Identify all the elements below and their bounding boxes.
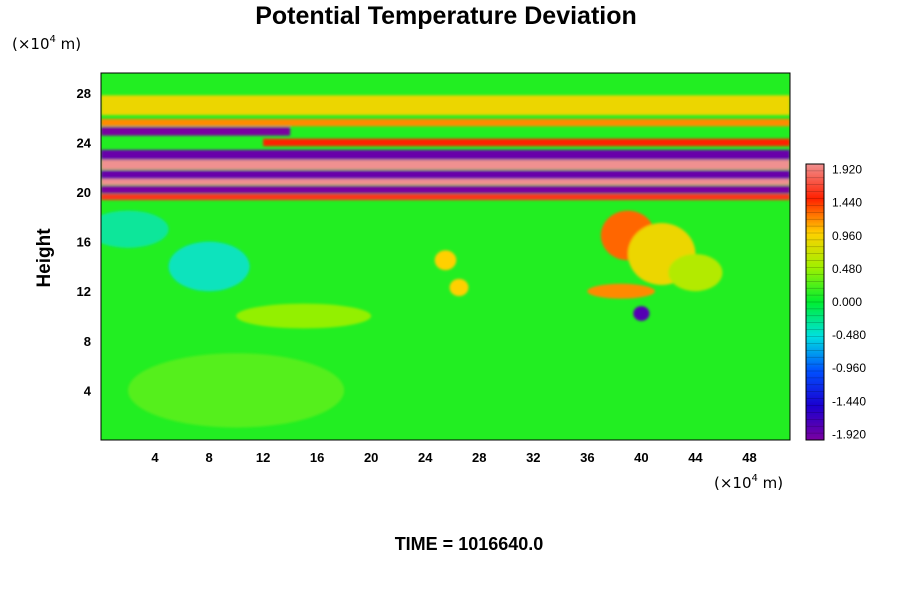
x-tick-label: 16	[310, 450, 324, 465]
x-tick-label: 32	[526, 450, 540, 465]
colorbar-tick-label: 0.480	[832, 262, 862, 276]
x-axis-ticks: 4 8 12 16 20 24 28 32 36 40 44 48	[151, 450, 756, 465]
colorbar: 1.920 1.440 0.960 0.480 0.000 -0.480 -0.960 -1.…	[805, 163, 866, 441]
colorbar-gradient	[805, 163, 825, 441]
plot-area	[101, 73, 790, 440]
colorbar-tick-label: 0.960	[832, 229, 862, 243]
time-label: TIME = 1016640.0	[395, 534, 544, 554]
colorbar-tick-label: 0.000	[832, 295, 862, 309]
x-tick-label: 20	[364, 450, 378, 465]
field-band-3	[101, 159, 790, 170]
y-axis-ticks: 4 8 12 16 20 24 28	[77, 86, 92, 399]
colorbar-tick-label: -1.920	[832, 427, 866, 441]
plot-frame	[100, 72, 791, 441]
x-tick-label: 8	[205, 450, 212, 465]
x-tick-label: 44	[688, 450, 703, 465]
field-feature-10	[101, 210, 169, 248]
x-tick-label: 28	[472, 450, 486, 465]
field-feature-3	[587, 283, 655, 299]
colorbar-ticks: 1.920 1.440 0.960 0.480 0.000 -0.480 -0.960 -1.…	[806, 163, 866, 441]
chart-title: Potential Temperature Deviation	[255, 2, 637, 30]
colorbar-tick-label: -0.960	[832, 361, 866, 375]
y-tick-label: 20	[77, 185, 91, 200]
field-feature-4	[633, 306, 650, 321]
colorbar-tick-label: -0.480	[832, 328, 866, 342]
field-band-5	[101, 179, 790, 186]
y-tick-label: 12	[77, 284, 91, 299]
y-tick-label: 8	[84, 334, 91, 349]
field-band-6	[101, 185, 790, 194]
field-feature-9	[128, 353, 345, 428]
x-unit-label: (×104 m)	[714, 473, 783, 492]
field-band-0	[101, 126, 291, 136]
x-tick-label: 4	[151, 450, 159, 465]
field-feature-7	[168, 241, 250, 292]
x-tick-label: 40	[634, 450, 648, 465]
y-tick-label: 24	[77, 135, 92, 150]
y-tick-label: 28	[77, 86, 91, 101]
field-band-1	[263, 138, 790, 147]
field-band-9	[101, 118, 790, 127]
colorbar-tick-label: -1.440	[832, 394, 866, 408]
y-axis-label: Height	[34, 228, 55, 288]
field-feature-2	[668, 254, 723, 292]
colorbar-tick-label: 1.920	[832, 163, 862, 177]
colorbar-tick-label: 1.440	[832, 196, 862, 210]
x-tick-label: 48	[742, 450, 756, 465]
field-feature-5	[434, 250, 457, 271]
y-unit-label: (×104 m)	[12, 34, 81, 53]
field-band-4	[101, 170, 790, 180]
field-band-8	[101, 95, 790, 116]
field-band-7	[101, 193, 790, 201]
field-band-2	[101, 149, 790, 160]
x-tick-label: 12	[256, 450, 270, 465]
bands-layer	[101, 95, 790, 201]
blobs-layer	[101, 210, 723, 428]
x-tick-label: 24	[418, 450, 433, 465]
y-tick-label: 16	[77, 235, 91, 250]
y-tick-label: 4	[84, 383, 92, 398]
field-feature-8	[236, 303, 372, 329]
field-feature-6	[449, 278, 469, 297]
x-tick-label: 36	[580, 450, 594, 465]
